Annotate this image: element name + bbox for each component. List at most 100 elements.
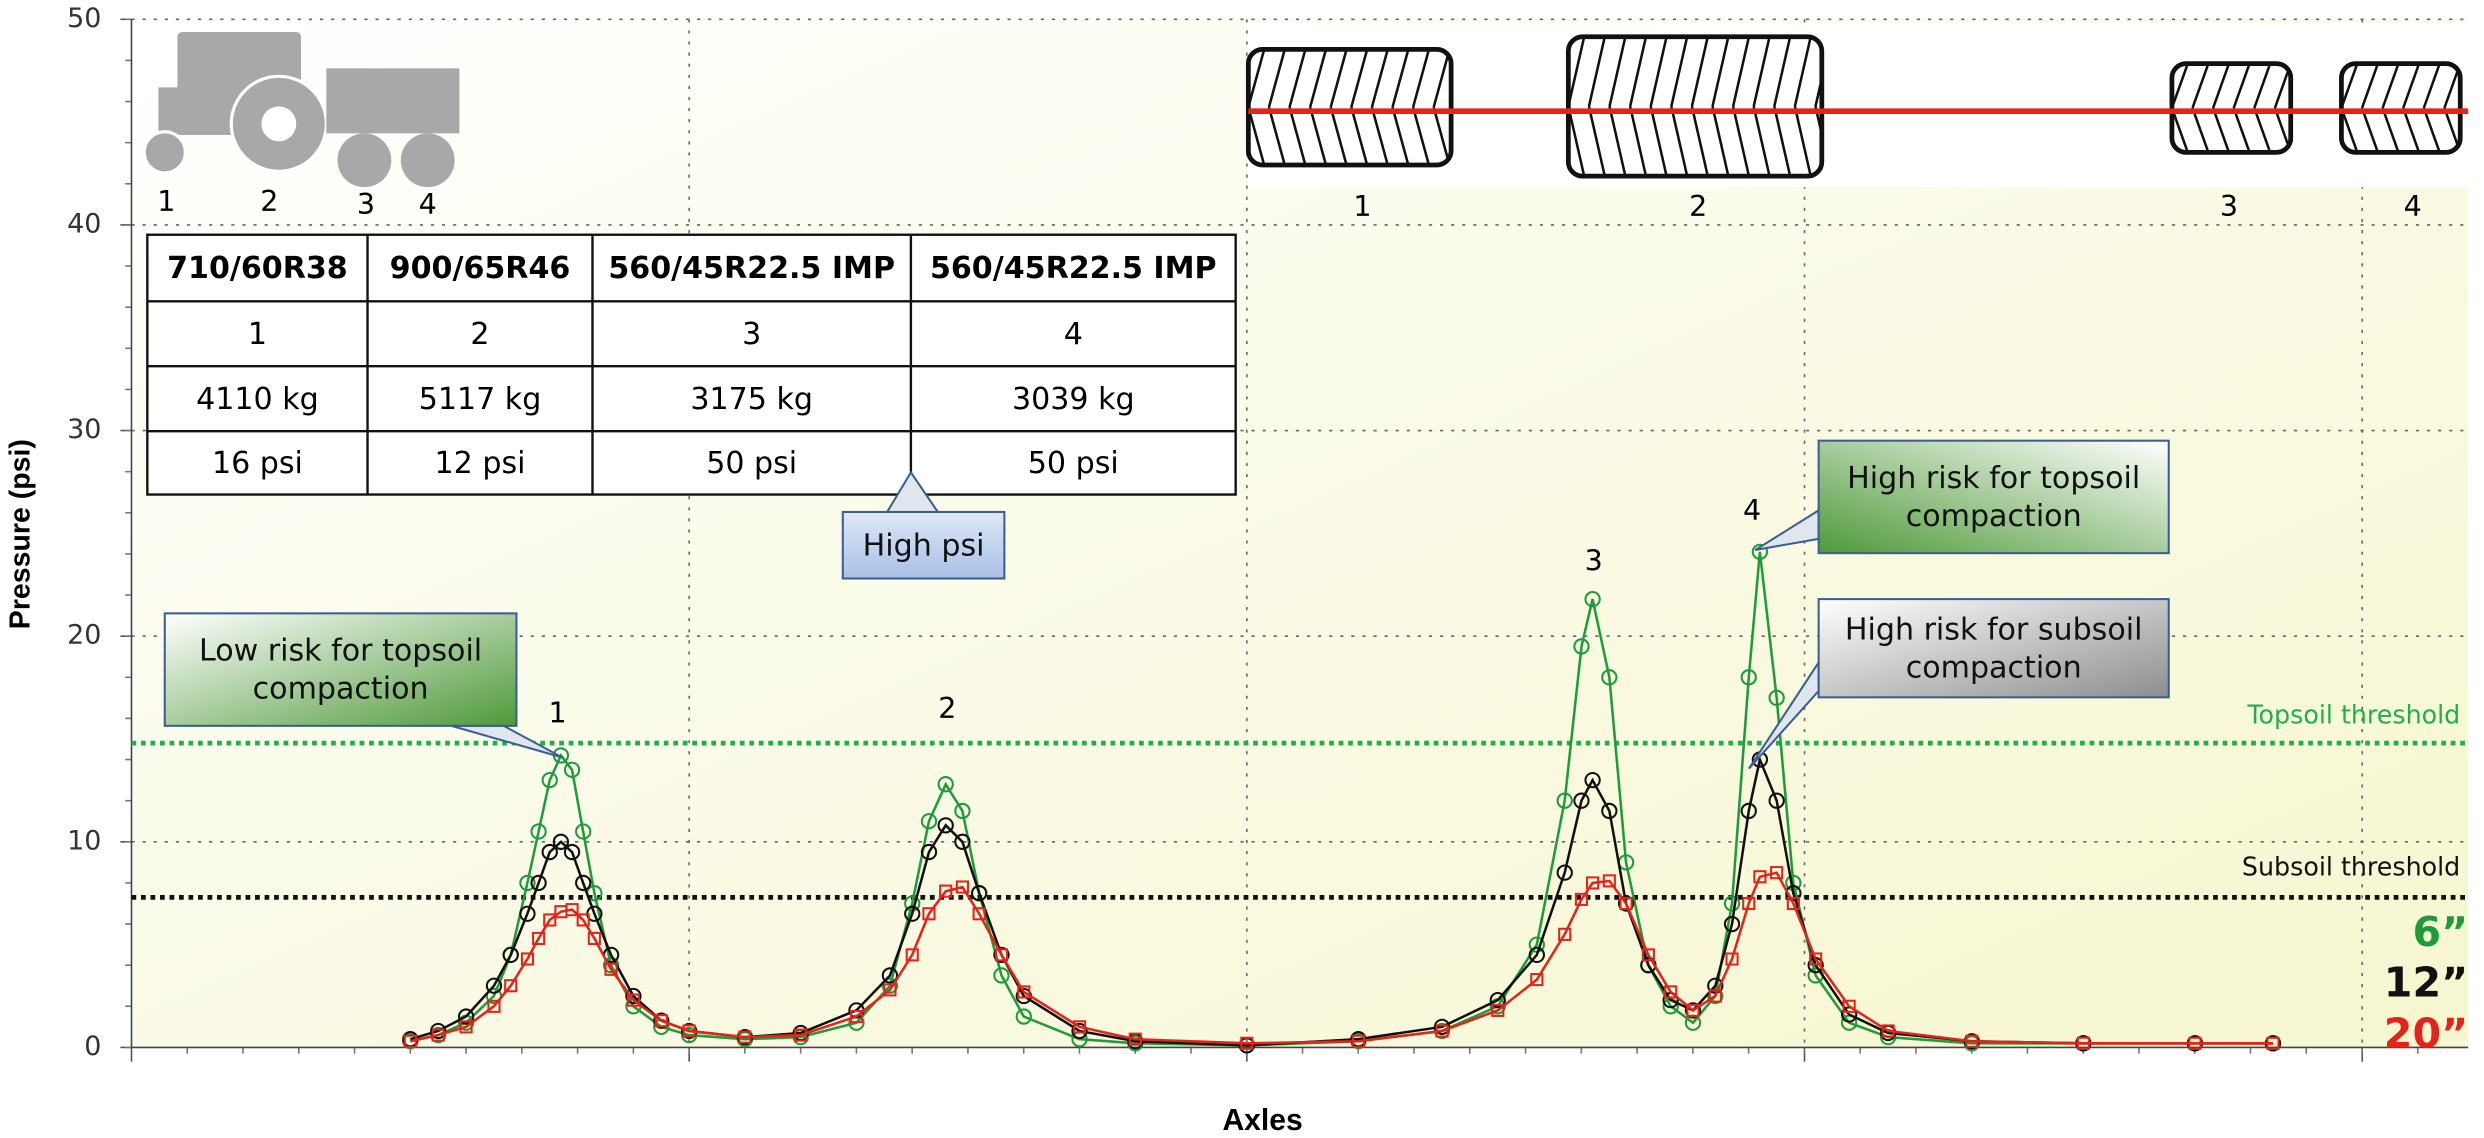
threshold-label: Subsoil threshold: [2242, 851, 2460, 881]
y-tick-label: 40: [67, 208, 101, 239]
tire: [2339, 61, 2463, 155]
callout-text: High psi: [863, 528, 985, 563]
marker: [1556, 864, 1573, 881]
threshold-label: Topsoil threshold: [2246, 699, 2460, 729]
peak-label: 2: [938, 692, 956, 725]
marker: [681, 1026, 698, 1044]
tread: [2422, 63, 2441, 109]
tread: [2232, 107, 2251, 153]
tread: [1628, 106, 1648, 177]
table-cell: 50 psi: [706, 446, 797, 481]
callout-box: [1817, 439, 2170, 555]
marker: [403, 1034, 417, 1048]
marker: [1707, 977, 1724, 994]
marker: [1584, 590, 1601, 608]
tread: [1370, 49, 1389, 108]
tread: [1329, 49, 1348, 108]
marker: [485, 977, 503, 994]
marker: [1584, 771, 1601, 789]
marker: [1017, 985, 1031, 999]
series-line: [410, 551, 2273, 1047]
marker: [1558, 927, 1572, 941]
marker: [1530, 972, 1544, 987]
tread: [1773, 106, 1792, 177]
marker: [502, 946, 519, 964]
tread: [1568, 36, 1586, 107]
marker: [1601, 802, 1618, 820]
tire-label: 2: [1689, 190, 1707, 223]
marker: [543, 913, 557, 927]
marker: [937, 776, 954, 793]
tread: [1752, 106, 1771, 177]
marker: [922, 907, 936, 921]
legend-entry: 12”: [2384, 959, 2468, 1007]
marker: [1574, 892, 1589, 906]
marker: [653, 1012, 670, 1029]
table-cell: 3039 kg: [1012, 382, 1135, 417]
callout-box: [1817, 598, 2170, 699]
tractor-label: 2: [260, 185, 278, 218]
tread: [1608, 36, 1627, 107]
marker: [1742, 896, 1756, 911]
marker: [955, 880, 970, 894]
tread: [2402, 63, 2421, 109]
marker: [881, 967, 899, 984]
marker: [1725, 952, 1739, 966]
marker: [794, 1028, 808, 1042]
callout-text: compaction: [253, 672, 429, 707]
table-cell: 3: [742, 317, 761, 352]
tread: [1350, 49, 1369, 108]
callout-box: [841, 510, 1006, 580]
marker: [1740, 669, 1757, 686]
legend-entry: 6”: [2412, 908, 2468, 956]
marker: [1751, 543, 1769, 561]
tractor-front-wheel: [142, 130, 187, 175]
marker: [430, 1026, 447, 1044]
marker: [1556, 792, 1573, 809]
marker: [1809, 952, 1823, 966]
tread: [1350, 106, 1369, 166]
tire-tread: [1248, 49, 1451, 166]
series-line: [409, 755, 2273, 1047]
tread: [1411, 49, 1431, 108]
tread: [1432, 106, 1451, 166]
tread: [2171, 63, 2189, 109]
marker: [920, 843, 938, 861]
tread: [1568, 106, 1586, 177]
series-line: [410, 871, 2273, 1045]
marker: [1491, 1003, 1505, 1017]
tread: [1391, 106, 1410, 166]
marker: [576, 913, 590, 927]
marker: [587, 931, 601, 946]
tread: [1690, 36, 1709, 107]
tread: [2211, 107, 2231, 153]
marker: [954, 802, 971, 820]
marker: [994, 948, 1009, 962]
marker: [904, 905, 921, 922]
tread: [2171, 107, 2189, 153]
tread: [2381, 63, 2400, 109]
marker: [905, 948, 919, 962]
marker: [1740, 802, 1757, 820]
tread: [1267, 49, 1286, 108]
table-cell: 4110 kg: [196, 382, 319, 417]
marker: [682, 1024, 696, 1038]
legend-entry: 20”: [2384, 1009, 2468, 1057]
tread: [1793, 36, 1812, 107]
marker: [1881, 1024, 1895, 1038]
y-tick-label: 0: [84, 1031, 101, 1062]
tractor-label: 3: [357, 188, 375, 221]
trailer-wheel: [337, 133, 392, 188]
callout-text: compaction: [1906, 499, 2082, 534]
marker: [1433, 1018, 1451, 1036]
marker: [993, 967, 1010, 984]
marker: [1708, 989, 1722, 1003]
tread: [2360, 107, 2380, 153]
tread: [2232, 63, 2251, 109]
marker: [1770, 866, 1784, 880]
tread: [1587, 106, 1607, 177]
marker: [602, 957, 620, 974]
callout-text: High risk for subsoil: [1845, 612, 2143, 647]
